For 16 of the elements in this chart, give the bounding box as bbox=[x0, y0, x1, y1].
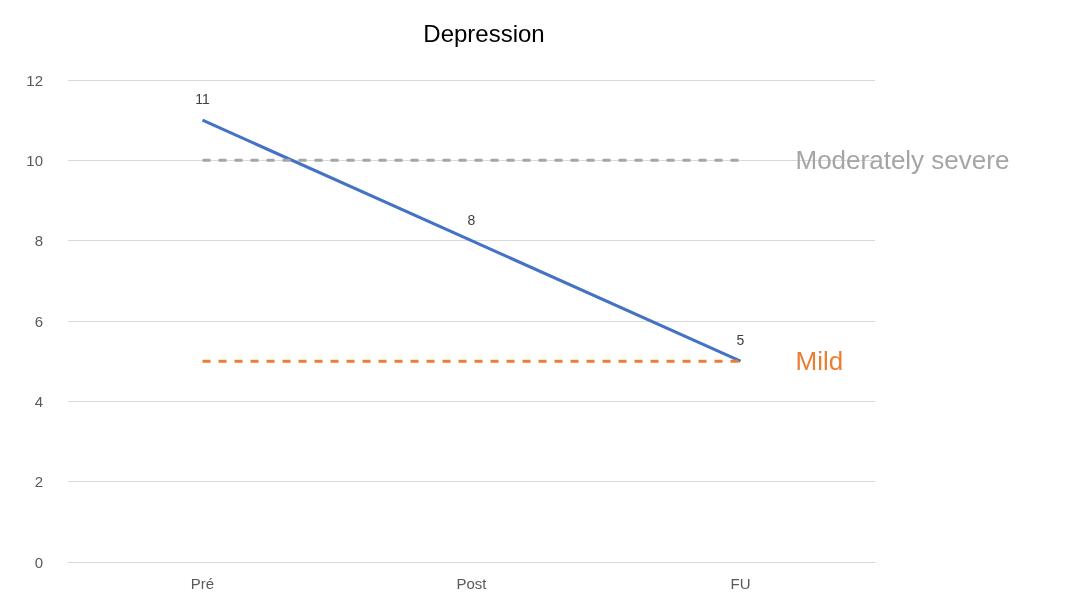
chart-title: Depression bbox=[423, 19, 545, 47]
x-tick-label: Post bbox=[456, 575, 488, 592]
y-tick-label: 10 bbox=[26, 151, 43, 169]
y-tick-label: 0 bbox=[34, 553, 43, 571]
data-label: 8 bbox=[467, 211, 476, 228]
x-tick-label: Pré bbox=[190, 575, 215, 592]
text: Moderately severe bbox=[795, 145, 1010, 176]
data-label: 5 bbox=[736, 332, 745, 349]
y-tick-label: 2 bbox=[34, 473, 43, 491]
y-tick-label: 12 bbox=[26, 71, 43, 89]
y-tick-label: 6 bbox=[34, 312, 43, 330]
text: Mild bbox=[795, 346, 844, 377]
data-label: 11 bbox=[195, 91, 210, 108]
x-tick-label: FU bbox=[730, 575, 751, 592]
y-tick-label: 4 bbox=[34, 392, 43, 410]
y-tick-label: 8 bbox=[34, 232, 43, 250]
